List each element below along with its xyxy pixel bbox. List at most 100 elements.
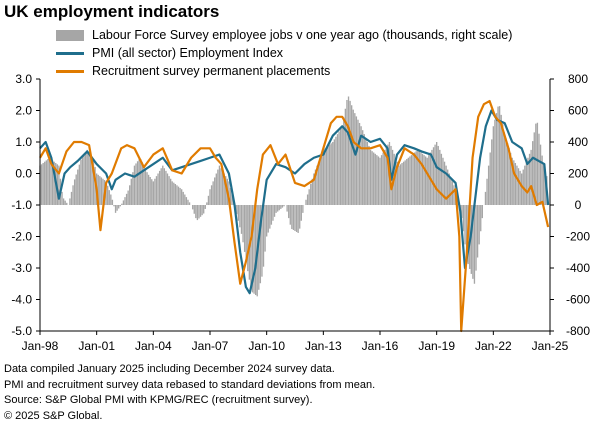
chart-title: UK employment indicators: [4, 2, 220, 21]
lfs-bar-192: [341, 126, 343, 205]
lfs-bar-313: [532, 141, 534, 205]
lfs-bar-256: [442, 157, 444, 205]
lfs-bar-40: [102, 178, 104, 205]
y-right-tick-label: 800: [568, 72, 588, 86]
lfs-bar-250: [432, 147, 435, 205]
lfs-bar-270: [464, 205, 466, 245]
lfs-bar-121: [229, 187, 232, 205]
lfs-bar-245: [424, 156, 427, 205]
lfs-bar-246: [426, 157, 428, 205]
lfs-bar-100: [196, 205, 199, 221]
lfs-bar-220: [385, 147, 387, 205]
lfs-bar-194: [344, 108, 347, 205]
lfs-bar-173: [311, 178, 313, 205]
lfs-bar-227: [396, 161, 398, 205]
lfs-bar-318: [539, 144, 542, 205]
lfs-bar-172: [310, 184, 312, 205]
lfs-bar-290: [495, 113, 498, 205]
lfs-bar-30: [86, 149, 88, 205]
lfs-bar-169: [305, 199, 307, 205]
lfs-bar-221: [387, 144, 389, 205]
lfs-bar-229: [399, 164, 402, 205]
lfs-bar-46: [111, 199, 114, 205]
lfs-bar-310: [527, 157, 529, 205]
lfs-bar-134: [250, 205, 252, 289]
lfs-bar-101: [198, 205, 200, 219]
legend-label-lfs: Labour Force Survey employee jobs v one …: [92, 28, 513, 42]
legend-swatch-lfs: [56, 29, 84, 41]
lfs-bar-157: [286, 205, 288, 212]
axes: 3.0 2.0 1.0 0.0 -1.0 -2.0 -3.0 -4.0 -5.0 800 600 40…: [11, 72, 590, 353]
lfs-bar-76: [158, 170, 161, 205]
lfs-bar-240: [417, 149, 419, 205]
lfs-bar-143: [264, 205, 266, 252]
lfs-bar-201: [355, 116, 358, 205]
lfs-bar-114: [218, 165, 221, 205]
lfs-bar-54: [124, 197, 126, 205]
lfs-bar-232: [404, 160, 406, 205]
lfs-bar-19: [69, 198, 71, 205]
lfs-bar-181: [324, 148, 326, 205]
lfs-bar-255: [440, 153, 443, 205]
lfs-bar-258: [445, 165, 447, 205]
x-tick-label: Jan-04: [135, 339, 172, 353]
lfs-bar-321: [544, 169, 546, 205]
y-left-tick-label: 3.0: [15, 72, 32, 86]
lfs-bar-21: [72, 185, 74, 205]
lfs-bar-163: [295, 205, 298, 232]
lfs-bar-171: [308, 189, 310, 205]
y-left-tick-label: 2.0: [15, 104, 32, 118]
lfs-bar-43: [107, 185, 109, 205]
lfs-bar-47: [113, 205, 115, 207]
lfs-bar-79: [163, 168, 166, 205]
lfs-bar-218: [382, 152, 384, 205]
lfs-bar-314: [533, 132, 535, 205]
lfs-bar-44: [108, 190, 110, 205]
lfs-bar-202: [357, 119, 359, 205]
lfs-bar-58: [130, 178, 132, 205]
lfs-bar-279: [478, 205, 480, 245]
lfs-bar-320: [543, 163, 545, 205]
y-right-tick-label: 600: [568, 104, 588, 118]
lfs-bar-243: [421, 153, 424, 205]
lfs-bar-302: [514, 163, 517, 205]
lfs-bar-71: [151, 179, 153, 205]
x-tick-label: Jan-10: [248, 339, 285, 353]
lfs-bar-230: [401, 163, 403, 205]
lfs-bar-305: [519, 170, 521, 205]
lfs-bar-269: [462, 205, 465, 232]
lfs-bar-84: [171, 181, 173, 205]
lfs-bar-61: [135, 163, 137, 205]
lfs-bar-311: [528, 153, 531, 205]
lfs-bar-25: [78, 164, 81, 205]
lfs-bar-284: [486, 178, 488, 205]
lfs-bar-174: [313, 173, 315, 205]
lfs-bar-179: [321, 153, 323, 205]
lfs-bar-294: [502, 123, 504, 205]
lfs-bar-8: [51, 160, 54, 205]
lfs-bar-285: [487, 165, 490, 205]
lfs-bar-263: [453, 185, 455, 205]
lfs-bar-140: [259, 205, 262, 284]
lfs-bar-158: [288, 205, 290, 219]
lfs-bar-45: [110, 194, 112, 205]
lfs-bar-60: [133, 165, 136, 205]
lfs-bar-296: [505, 138, 507, 205]
lfs-bar-271: [465, 205, 468, 258]
lfs-bar-75: [157, 173, 159, 205]
lfs-bar-190: [338, 131, 340, 205]
lfs-bar-312: [530, 149, 532, 205]
lfs-bar-108: [209, 189, 211, 205]
lfs-bar-65: [141, 162, 143, 205]
lfs-bar-147: [270, 205, 273, 225]
note-rebased: PMI and recruitment survey data rebased …: [4, 378, 376, 391]
note-source: Source: S&P Global PMI with KPMG/REC (re…: [4, 394, 313, 406]
lfs-bar-253: [437, 145, 439, 205]
lfs-bar-186: [332, 142, 334, 205]
lfs-bar-72: [152, 181, 154, 205]
lfs-bar-236: [410, 155, 413, 205]
lfs-bar-68: [146, 172, 148, 205]
lfs-bar-27: [81, 156, 84, 205]
lfs-bar-28: [83, 154, 85, 205]
lfs-bar-48: [114, 205, 117, 213]
